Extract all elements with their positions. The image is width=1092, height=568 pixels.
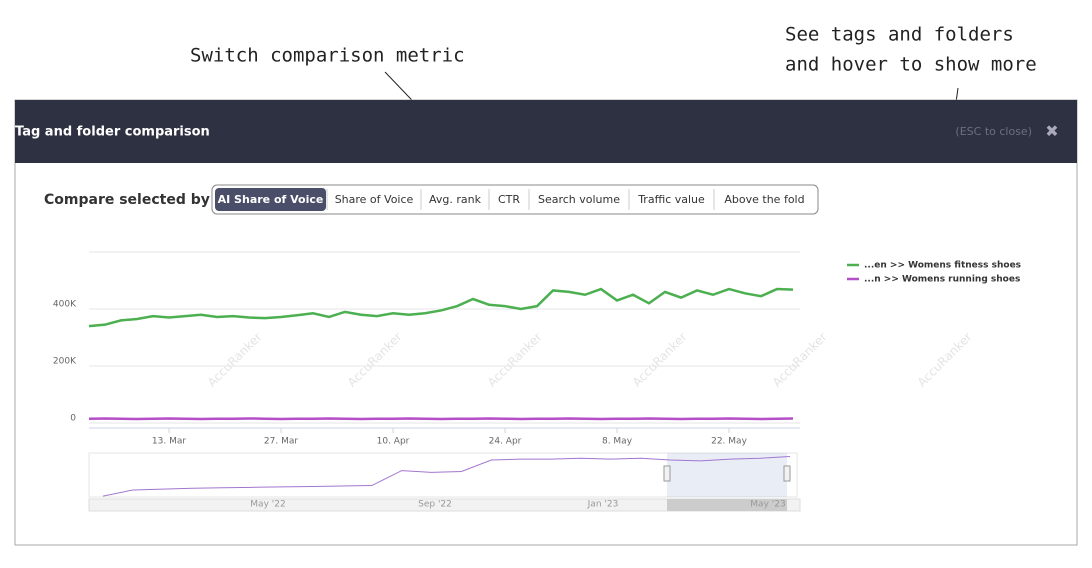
y-tick-label: 200K (53, 357, 77, 367)
metric-label[interactable]: Traffic value (637, 193, 705, 206)
metric-label[interactable]: Search volume (538, 193, 620, 206)
x-tick-label: 10. Apr (377, 437, 410, 447)
metric-label[interactable]: AI Share of Voice (218, 193, 324, 206)
modal-header (15, 100, 1077, 163)
metric-button[interactable] (490, 188, 528, 211)
navigator-label: May '23 (750, 500, 785, 510)
x-tick-label: 22. May (711, 437, 747, 447)
modal-title: Tag and folder comparison (15, 125, 210, 140)
x-tick-label: 8. May (602, 437, 633, 447)
metric-label[interactable]: CTR (498, 193, 520, 206)
navigator-label: Sep '22 (418, 500, 452, 510)
metric-button[interactable] (530, 188, 628, 211)
compare-label: Compare selected by (44, 192, 210, 208)
navigator-label: May '22 (250, 500, 285, 510)
close-hint: (ESC to close) (955, 125, 1032, 138)
y-tick-label: 0 (70, 414, 76, 424)
navigator-handle[interactable] (783, 465, 791, 482)
metric-button[interactable] (715, 188, 814, 211)
metric-button[interactable] (328, 188, 420, 211)
metric-label[interactable]: Share of Voice (335, 193, 414, 206)
navigator-label: Jan '23 (587, 500, 619, 510)
metric-label[interactable]: Above the fold (724, 193, 804, 206)
close-button[interactable]: ✖ (1045, 122, 1058, 141)
annotation: See tags and folders (785, 24, 1014, 46)
legend-label: ...n >> Womens running shoes (864, 275, 1020, 285)
series-line (88, 287, 794, 328)
scrollbar (88, 498, 801, 512)
x-tick-label: 27. Mar (264, 437, 298, 447)
navigator-line (102, 456, 791, 497)
annotation: and hover to show more (785, 54, 1037, 76)
x-tick-label: 13. Mar (152, 437, 186, 447)
metric-button[interactable] (422, 188, 488, 211)
navigator-handle[interactable] (663, 465, 671, 482)
scrollbar-thumb (667, 499, 787, 511)
annotation: Switch comparison metric (190, 45, 465, 67)
metric-label[interactable]: Avg. rank (429, 193, 482, 206)
x-tick-label: 24. Apr (489, 437, 522, 447)
metric-button[interactable] (630, 188, 713, 211)
series-line (88, 417, 794, 421)
y-tick-label: 400K (53, 300, 77, 310)
metric-button[interactable] (215, 188, 326, 211)
legend-label: ...en >> Womens fitness shoes (864, 261, 1021, 271)
